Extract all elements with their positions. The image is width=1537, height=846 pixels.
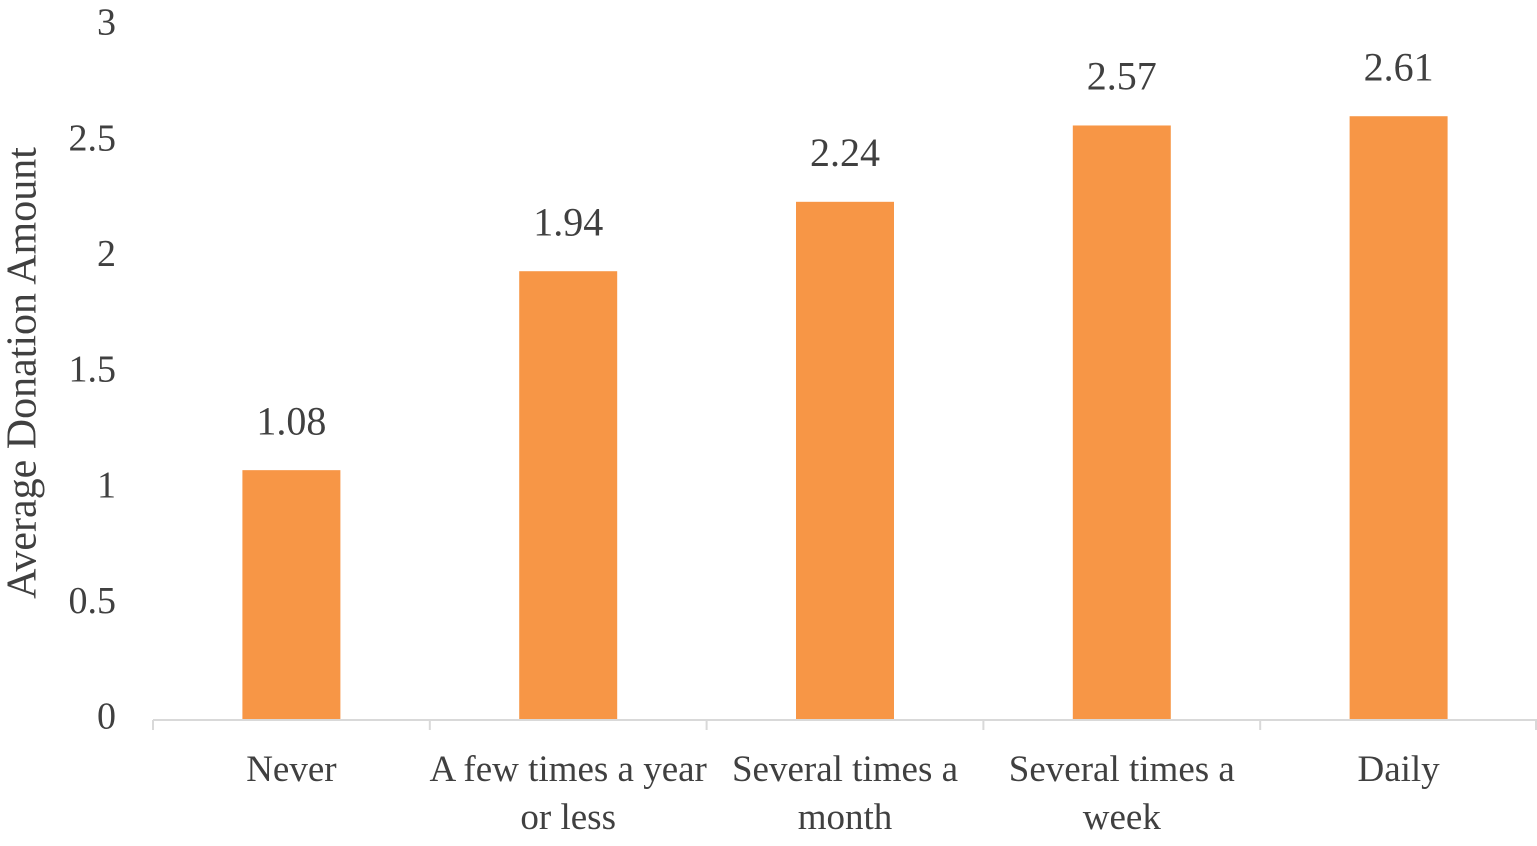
bar (242, 470, 341, 720)
x-tick-label: Several times a month (731, 749, 959, 838)
y-tick-label: 0 (97, 696, 116, 738)
y-axis-title: Average Donation Amount (0, 147, 46, 599)
x-tick-label-box: Daily (1357, 749, 1440, 790)
value-label: 2.24 (810, 130, 880, 175)
x-tick-label: A few times a year or less (429, 749, 707, 838)
x-tick-label: Never (246, 749, 337, 790)
x-tick-label-box: A few times a year or less (429, 749, 707, 838)
x-tick-label-box: Several times a month (731, 749, 959, 838)
y-tick-label: 3 (97, 2, 116, 44)
value-label: 2.61 (1364, 44, 1434, 89)
y-tick-label: 2 (97, 233, 116, 275)
value-label: 1.94 (533, 199, 603, 244)
y-tick-label: 2.5 (69, 117, 117, 159)
y-tick-label: 0.5 (69, 580, 117, 622)
y-tick-label: 1 (97, 464, 116, 506)
bar (1349, 116, 1448, 721)
value-label: 2.57 (1087, 54, 1157, 99)
x-tick-label-box: Never (246, 749, 337, 790)
value-label: 1.08 (256, 398, 326, 443)
x-tick-label: Several times a week (1008, 749, 1235, 838)
bar (1072, 125, 1171, 721)
x-tick-label-box: Several times a week (1008, 749, 1235, 838)
x-tick-label: Daily (1357, 749, 1440, 790)
bar (519, 271, 618, 720)
bar (796, 201, 894, 720)
y-tick-label: 1.5 (69, 349, 117, 391)
